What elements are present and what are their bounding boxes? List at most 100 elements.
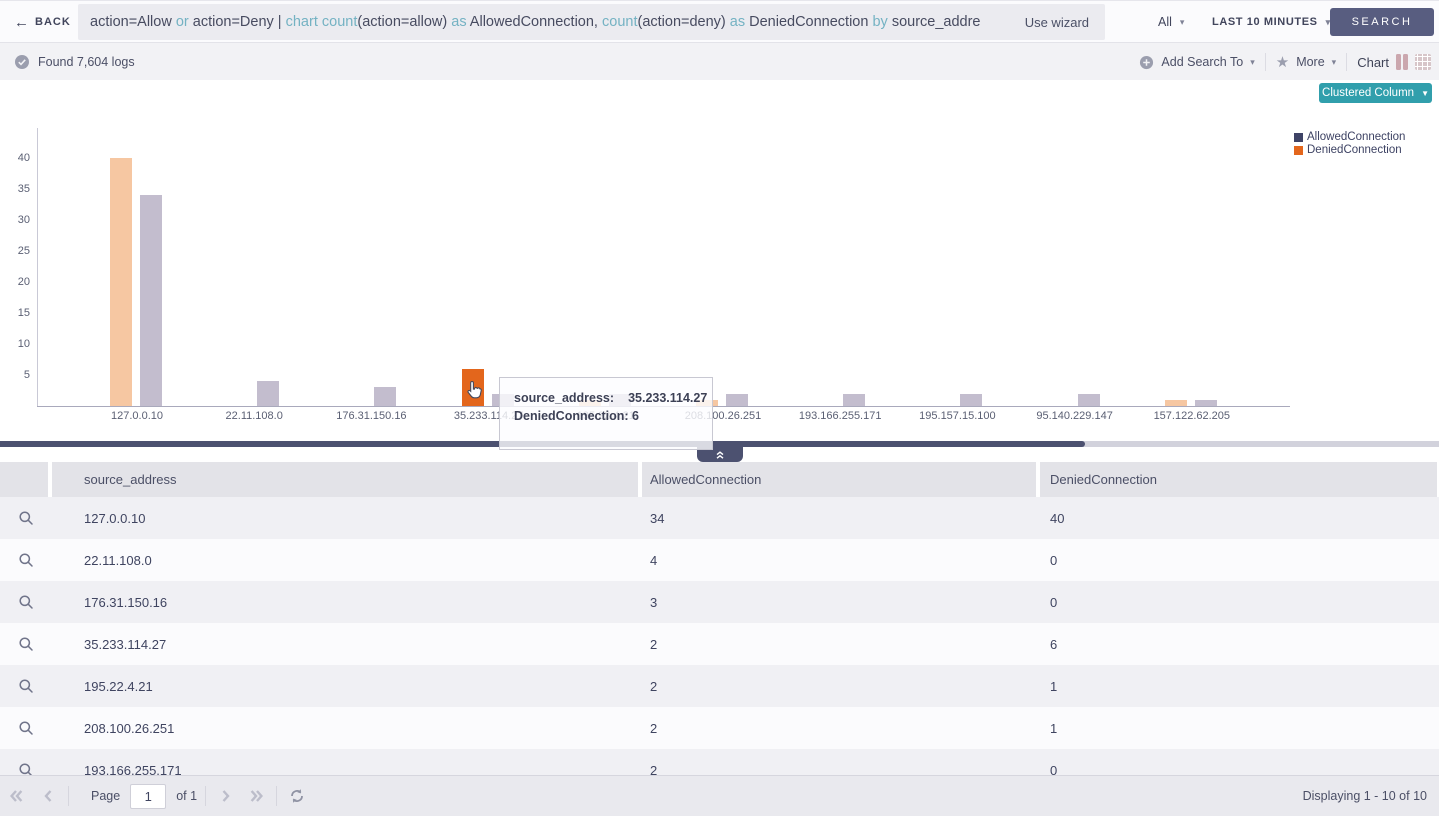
table-body: 127.0.0.10 34 40 22.11.108.0 4 0 176.31.150.16… bbox=[0, 497, 1439, 775]
page-number-input[interactable] bbox=[130, 783, 167, 809]
x-axis-tick-label: 22.11.108.0 bbox=[225, 410, 283, 422]
row-search-cell[interactable] bbox=[0, 552, 52, 568]
column-header-source-address[interactable]: source_address bbox=[52, 462, 638, 497]
row-search-cell[interactable] bbox=[0, 762, 52, 775]
row-search-cell[interactable] bbox=[0, 678, 52, 694]
collapse-chart-button[interactable] bbox=[697, 447, 743, 462]
pagination-bar: Page of 1 Displaying 1 - 10 of 10 bbox=[0, 775, 1439, 816]
column-header-allowed-connection[interactable]: AllowedConnection bbox=[642, 462, 1036, 497]
bar-DeniedConnection-157.122.62.205[interactable] bbox=[1164, 400, 1187, 406]
chevron-down-icon: ▾ bbox=[1250, 56, 1255, 67]
tooltip-series-value: DeniedConnection: 6 bbox=[514, 409, 640, 423]
displaying-status: Displaying 1 - 10 of 10 bbox=[1302, 789, 1427, 803]
y-axis-tick-label: 20 bbox=[17, 276, 30, 288]
next-page-button[interactable] bbox=[214, 784, 238, 808]
separator bbox=[1346, 53, 1348, 71]
legend-item[interactable]: AllowedConnection bbox=[1294, 131, 1405, 143]
magnifier-icon[interactable] bbox=[18, 762, 34, 775]
bar-AllowedConnection-193.166.255.171[interactable] bbox=[843, 394, 866, 406]
cell-source-address: 22.11.108.0 bbox=[84, 552, 152, 568]
column-header-icon[interactable] bbox=[0, 462, 48, 497]
table-row[interactable]: 35.233.114.27 2 6 bbox=[0, 623, 1439, 665]
bar-AllowedConnection-127.0.0.10[interactable] bbox=[140, 195, 162, 406]
chevron-down-icon: ▾ bbox=[1325, 16, 1331, 27]
back-arrow-icon: ← bbox=[14, 13, 29, 31]
table-row[interactable]: 195.22.4.21 2 1 bbox=[0, 665, 1439, 707]
row-search-cell[interactable] bbox=[0, 510, 52, 526]
search-button[interactable]: SEARCH bbox=[1330, 8, 1434, 36]
column-chart-view-icon[interactable] bbox=[1396, 54, 1408, 70]
double-chevron-up-icon bbox=[716, 450, 724, 459]
refresh-button[interactable] bbox=[285, 784, 309, 808]
bar-AllowedConnection-208.100.26.251[interactable] bbox=[726, 394, 748, 406]
x-axis-tick-label: 176.31.150.16 bbox=[336, 410, 407, 422]
bar-AllowedConnection-22.11.108.0[interactable] bbox=[257, 381, 280, 406]
table-row[interactable]: 22.11.108.0 4 0 bbox=[0, 539, 1439, 581]
first-page-button[interactable] bbox=[4, 784, 28, 808]
cell-allowed-connection: 2 bbox=[650, 636, 658, 652]
magnifier-icon[interactable] bbox=[18, 552, 34, 568]
bar-AllowedConnection-157.122.62.205[interactable] bbox=[1194, 400, 1217, 406]
y-axis-tick-label: 15 bbox=[17, 307, 30, 319]
row-search-cell[interactable] bbox=[0, 720, 52, 736]
result-bar-actions: Add Search To ▾ ★ More ▾ Chart bbox=[1139, 43, 1431, 81]
magnifier-icon[interactable] bbox=[18, 636, 34, 652]
query-token: DeniedConnection bbox=[749, 14, 873, 30]
query-token: action=Deny | bbox=[192, 14, 286, 30]
row-search-cell[interactable] bbox=[0, 636, 52, 652]
magnifier-icon[interactable] bbox=[18, 720, 34, 736]
query-text: action=Allow or action=Deny | chart coun… bbox=[78, 14, 1009, 30]
magnifier-icon[interactable] bbox=[18, 510, 34, 526]
back-button[interactable]: ← BACK bbox=[14, 1, 71, 43]
page-count-label: of 1 bbox=[176, 789, 198, 803]
legend-item[interactable]: DeniedConnection bbox=[1294, 144, 1405, 156]
tooltip-field-value: 35.233.114.27 bbox=[628, 391, 708, 405]
previous-page-button[interactable] bbox=[36, 784, 60, 808]
column-header-denied-connection[interactable]: DeniedConnection bbox=[1040, 462, 1437, 497]
top-bar: ← BACK action=Allow or action=Deny | cha… bbox=[0, 0, 1439, 42]
cell-denied-connection: 0 bbox=[1050, 762, 1058, 776]
y-axis-line bbox=[37, 128, 38, 406]
query-token: AllowedConnection, bbox=[469, 14, 602, 30]
query-token: count bbox=[602, 14, 638, 30]
bar-AllowedConnection-95.140.229.147[interactable] bbox=[1077, 394, 1100, 406]
double-chevron-left-icon bbox=[9, 790, 22, 802]
cell-denied-connection: 40 bbox=[1050, 510, 1065, 526]
y-axis-tick-label: 25 bbox=[17, 245, 30, 257]
last-page-button[interactable] bbox=[244, 784, 268, 808]
bar-AllowedConnection-195.157.15.100[interactable] bbox=[960, 394, 983, 406]
separator bbox=[205, 786, 207, 806]
chart-type-dropdown[interactable]: Clustered Column ▼ bbox=[1319, 83, 1432, 103]
table-row[interactable]: 127.0.0.10 34 40 bbox=[0, 497, 1439, 539]
add-search-to-button[interactable]: Add Search To ▾ bbox=[1139, 55, 1255, 70]
plus-circle-icon bbox=[1140, 55, 1154, 69]
chevron-down-icon: ▾ bbox=[1331, 56, 1337, 67]
magnifier-icon[interactable] bbox=[18, 678, 34, 694]
scope-label: All bbox=[1158, 15, 1172, 29]
scope-dropdown[interactable]: All ▾ bbox=[1158, 1, 1184, 43]
more-button[interactable]: ★ More ▾ bbox=[1276, 55, 1336, 70]
chevron-down-icon: ▾ bbox=[1179, 16, 1185, 27]
table-row[interactable]: 176.31.150.16 3 0 bbox=[0, 581, 1439, 623]
magnifier-icon[interactable] bbox=[18, 594, 34, 610]
bar-DeniedConnection-127.0.0.10[interactable] bbox=[110, 158, 132, 406]
double-chevron-right-icon bbox=[250, 790, 263, 802]
grid-view-icon[interactable] bbox=[1415, 54, 1431, 70]
cell-denied-connection: 1 bbox=[1050, 720, 1058, 736]
query-input[interactable]: action=Allow or action=Deny | chart coun… bbox=[78, 4, 1105, 40]
query-token: or bbox=[175, 14, 193, 30]
bar-AllowedConnection-176.31.150.16[interactable] bbox=[374, 387, 397, 406]
chevron-right-icon bbox=[222, 790, 230, 802]
row-search-cell[interactable] bbox=[0, 594, 52, 610]
table-row[interactable]: 193.166.255.171 2 0 bbox=[0, 749, 1439, 775]
cell-denied-connection: 0 bbox=[1050, 552, 1058, 568]
hand-cursor-icon bbox=[467, 380, 482, 399]
chevron-down-icon: ▼ bbox=[1421, 88, 1429, 98]
y-axis-tick-label: 10 bbox=[17, 338, 30, 350]
back-label: BACK bbox=[35, 16, 71, 28]
y-axis-tick-label: 30 bbox=[17, 214, 30, 226]
table-row[interactable]: 208.100.26.251 2 1 bbox=[0, 707, 1439, 749]
use-wizard-link[interactable]: Use wizard bbox=[1024, 14, 1089, 30]
time-range-dropdown[interactable]: LAST 10 MINUTES ▾ bbox=[1212, 1, 1331, 43]
separator bbox=[68, 786, 69, 806]
